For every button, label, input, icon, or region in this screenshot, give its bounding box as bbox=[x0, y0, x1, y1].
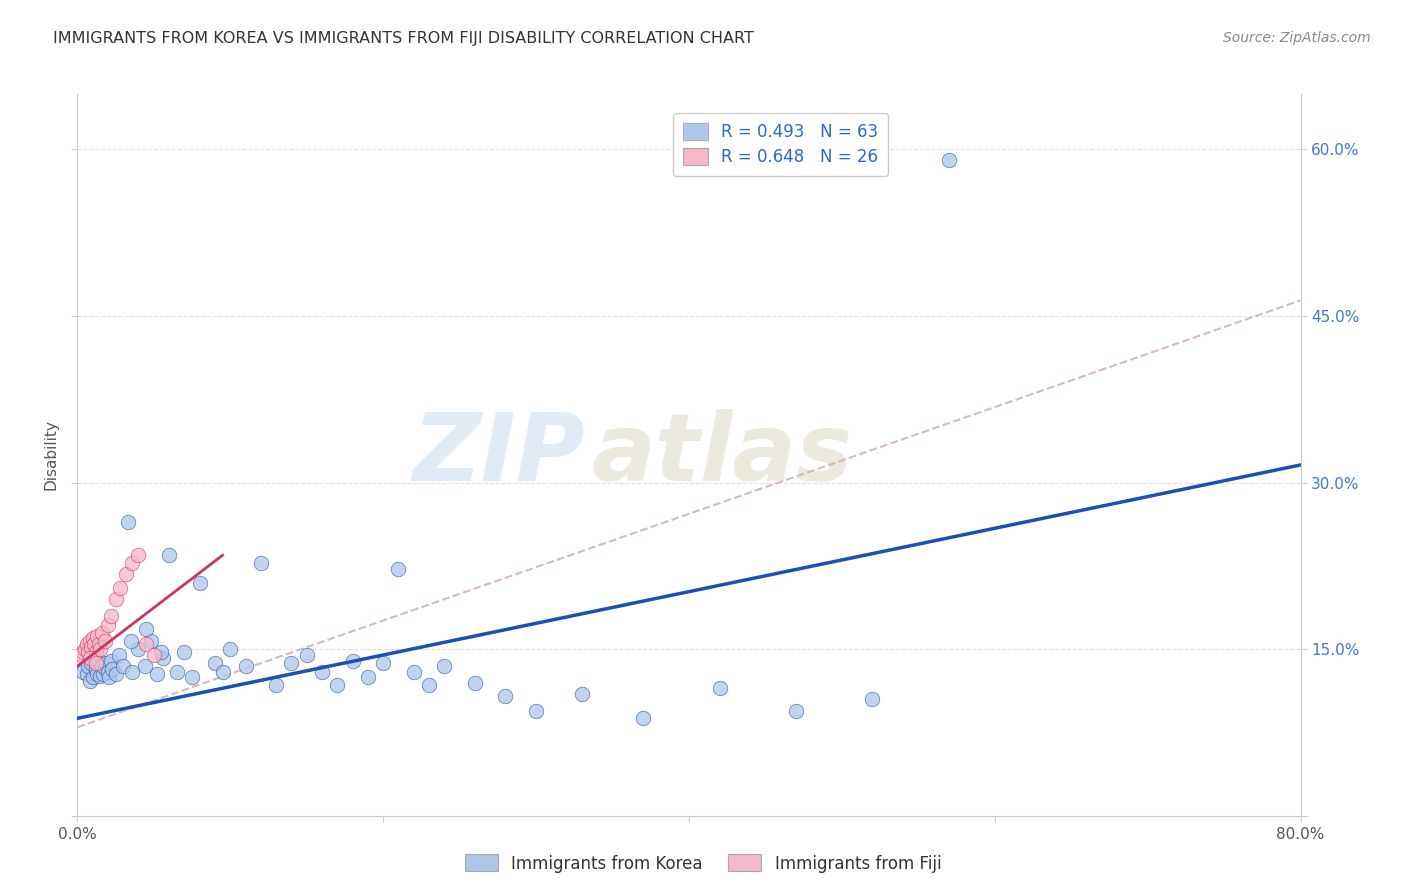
Point bbox=[77, 659, 100, 673]
Point bbox=[104, 666, 127, 681]
Point bbox=[173, 645, 195, 659]
Point bbox=[76, 666, 98, 681]
Point bbox=[235, 659, 257, 673]
Point bbox=[120, 633, 142, 648]
Point bbox=[135, 623, 157, 637]
Point bbox=[326, 678, 349, 692]
Point bbox=[82, 632, 104, 646]
Point bbox=[104, 592, 127, 607]
Point bbox=[142, 648, 165, 662]
Point bbox=[83, 651, 105, 665]
Point bbox=[938, 153, 960, 168]
Point bbox=[100, 654, 122, 668]
Point bbox=[433, 659, 456, 673]
Point bbox=[96, 656, 118, 670]
Point bbox=[117, 515, 139, 529]
Point bbox=[188, 575, 211, 590]
Point bbox=[72, 645, 94, 659]
Point bbox=[90, 659, 112, 673]
Point bbox=[107, 648, 129, 662]
Point bbox=[135, 637, 157, 651]
Point bbox=[86, 629, 108, 643]
Text: atlas: atlas bbox=[591, 409, 852, 501]
Point bbox=[709, 681, 731, 696]
Point bbox=[371, 656, 394, 670]
Point bbox=[295, 648, 318, 662]
Point bbox=[387, 562, 409, 576]
Point bbox=[72, 665, 94, 679]
Point bbox=[152, 651, 174, 665]
Point bbox=[112, 659, 135, 673]
Point bbox=[79, 673, 101, 688]
Point bbox=[121, 556, 143, 570]
Point bbox=[211, 665, 233, 679]
Point bbox=[464, 675, 486, 690]
Text: ZIP: ZIP bbox=[412, 409, 585, 501]
Point bbox=[524, 704, 547, 718]
Point bbox=[100, 609, 122, 624]
Point bbox=[91, 666, 114, 681]
Point bbox=[357, 670, 380, 684]
Point bbox=[204, 656, 226, 670]
Y-axis label: Disability: Disability bbox=[44, 419, 59, 491]
Point bbox=[127, 642, 149, 657]
Point bbox=[402, 665, 425, 679]
Point bbox=[77, 645, 100, 659]
Point bbox=[342, 654, 364, 668]
Legend: R = 0.493   N = 63, R = 0.648   N = 26: R = 0.493 N = 63, R = 0.648 N = 26 bbox=[673, 112, 889, 176]
Point bbox=[127, 548, 149, 562]
Point bbox=[90, 625, 112, 640]
Point bbox=[219, 642, 242, 657]
Point bbox=[264, 678, 287, 692]
Point bbox=[89, 642, 111, 657]
Point bbox=[79, 633, 101, 648]
Point bbox=[89, 669, 111, 683]
Point bbox=[571, 687, 593, 701]
Point bbox=[80, 656, 103, 670]
Point bbox=[250, 556, 273, 570]
Point bbox=[94, 633, 117, 648]
Point bbox=[101, 663, 124, 677]
Point bbox=[70, 648, 93, 662]
Point bbox=[80, 640, 103, 655]
Point bbox=[146, 666, 169, 681]
Point bbox=[418, 678, 440, 692]
Point bbox=[280, 656, 302, 670]
Point bbox=[181, 670, 204, 684]
Point bbox=[79, 651, 101, 665]
Point bbox=[84, 663, 107, 677]
Point bbox=[495, 689, 517, 703]
Point bbox=[166, 665, 188, 679]
Point bbox=[157, 548, 180, 562]
Point bbox=[83, 637, 105, 651]
Point bbox=[121, 665, 143, 679]
Legend: Immigrants from Korea, Immigrants from Fiji: Immigrants from Korea, Immigrants from F… bbox=[458, 847, 948, 880]
Point bbox=[73, 642, 96, 657]
Point bbox=[82, 670, 104, 684]
Point bbox=[115, 566, 138, 581]
Point bbox=[98, 670, 121, 684]
Point bbox=[84, 656, 107, 670]
Point bbox=[150, 645, 173, 659]
Point bbox=[862, 692, 884, 706]
Point bbox=[84, 645, 107, 659]
Point bbox=[134, 659, 156, 673]
Point bbox=[139, 633, 162, 648]
Text: IMMIGRANTS FROM KOREA VS IMMIGRANTS FROM FIJI DISABILITY CORRELATION CHART: IMMIGRANTS FROM KOREA VS IMMIGRANTS FROM… bbox=[53, 31, 754, 46]
Point bbox=[87, 637, 110, 651]
Text: Source: ZipAtlas.com: Source: ZipAtlas.com bbox=[1223, 31, 1371, 45]
Point bbox=[86, 666, 108, 681]
Point bbox=[108, 582, 131, 596]
Point bbox=[311, 665, 333, 679]
Point bbox=[785, 704, 807, 718]
Point bbox=[76, 637, 98, 651]
Point bbox=[94, 661, 117, 675]
Point bbox=[97, 618, 120, 632]
Point bbox=[87, 654, 110, 668]
Point bbox=[97, 665, 120, 679]
Point bbox=[631, 711, 654, 725]
